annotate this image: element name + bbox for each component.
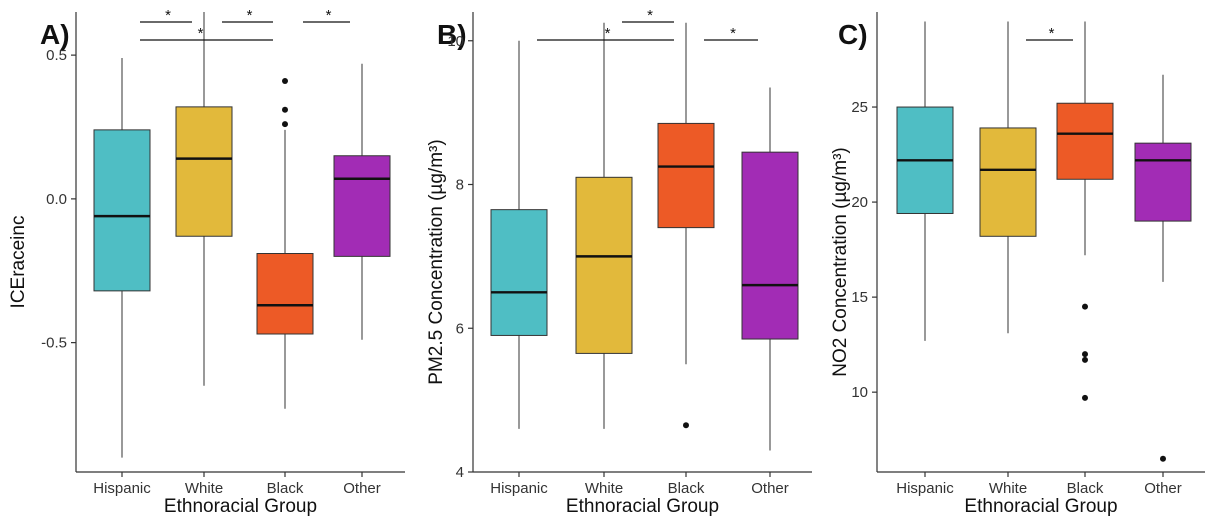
y-tick-label: 10 (447, 33, 464, 50)
box-white (575, 22, 633, 429)
x-tick-label: Other (751, 480, 789, 497)
panel-letter: B) (437, 19, 467, 50)
box-body (93, 129, 151, 292)
outlier-point (282, 106, 288, 113)
panel-letter: C) (838, 19, 868, 50)
y-tick-label: 4 (456, 464, 464, 481)
outlier-point (683, 422, 689, 429)
panel-c: C) 25 20 15 10 Hispanic White Black Other * Ethnor… (830, 12, 1205, 517)
panel-letter: A) (40, 19, 70, 50)
x-tick-label: White (989, 480, 1027, 497)
x-tick-label: Black (668, 480, 705, 497)
significance-star: * (165, 7, 171, 24)
box-white (979, 21, 1037, 334)
y-axis-title: ICEraceinc (8, 216, 29, 309)
box-body (256, 253, 314, 335)
outlier-point (1160, 455, 1166, 462)
x-tick-label: Hispanic (490, 480, 548, 497)
box-body (490, 209, 548, 336)
significance-star: * (326, 7, 332, 24)
x-tick-label: White (185, 480, 223, 497)
panel-a: A)0.5 0.0 -0.5 Hispanic White Black Other * * * * E… (8, 7, 405, 517)
box-hispanic (896, 21, 954, 341)
box-body (575, 176, 633, 354)
significance-star: * (198, 25, 204, 42)
box-hispanic (93, 58, 151, 458)
y-tick-label: 0.0 (46, 191, 67, 208)
y-axis-title: PM2.5 Concentration (µg/m³) (426, 139, 447, 384)
x-axis-title: Ethnoracial Group (964, 496, 1117, 517)
x-tick-label: Black (267, 480, 304, 497)
x-tick-label: White (585, 480, 623, 497)
significance-star: * (605, 25, 611, 42)
box-body (175, 106, 233, 237)
box-white (175, 12, 233, 386)
outlier-point (282, 78, 288, 84)
panel-b: B)10 8 6 4 Hispanic White Black Other * * * Ethnora… (426, 7, 812, 517)
box-body (1134, 142, 1192, 222)
box-body (741, 151, 799, 340)
box-hispanic (490, 40, 548, 429)
y-tick-label: 25 (851, 99, 868, 116)
outlier-point (1082, 356, 1088, 363)
box-body (657, 122, 715, 229)
y-tick-label: 20 (851, 194, 868, 211)
box-other (741, 87, 799, 451)
significance-star: * (1049, 25, 1055, 42)
significance-star: * (730, 25, 736, 42)
box-body (333, 155, 391, 257)
y-tick-label: -0.5 (41, 335, 67, 352)
y-tick-label: 6 (456, 320, 464, 337)
x-tick-label: Hispanic (896, 480, 954, 497)
outlier-point (1082, 351, 1088, 358)
y-tick-label: 10 (851, 384, 868, 401)
y-tick-label: 8 (456, 177, 464, 194)
box-black (1056, 21, 1114, 401)
box-other (333, 63, 391, 340)
box-body (979, 127, 1037, 237)
outlier-point (282, 121, 288, 128)
x-tick-label: Other (343, 480, 381, 497)
box-black (657, 22, 715, 429)
box-other (1134, 74, 1192, 462)
box-black (256, 78, 314, 409)
y-tick-label: 15 (851, 289, 868, 306)
significance-star: * (647, 7, 653, 24)
y-axis-title: NO2 Concentration (µg/m³) (830, 147, 851, 377)
outlier-point (1082, 303, 1088, 310)
x-tick-label: Other (1144, 480, 1182, 497)
x-tick-label: Hispanic (93, 480, 151, 497)
y-tick-label: 0.5 (46, 47, 67, 64)
outlier-point (1082, 394, 1088, 401)
x-axis-title: Ethnoracial Group (566, 496, 719, 517)
significance-star: * (247, 7, 253, 24)
x-tick-label: Black (1067, 480, 1104, 497)
box-body (1056, 102, 1114, 180)
x-axis-title: Ethnoracial Group (164, 496, 317, 517)
